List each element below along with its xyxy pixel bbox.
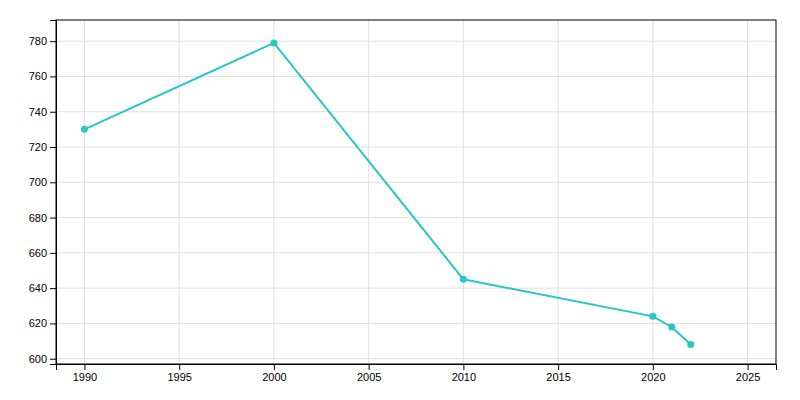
tick: 2020	[641, 364, 665, 383]
tick-mark	[50, 112, 56, 113]
tick: 2005	[357, 364, 381, 383]
tick: 780	[29, 35, 56, 47]
chart-svg: 1990 1995 2000 2005 2010 2015 2020 2025 600 620 64…	[0, 0, 800, 400]
tick-mark	[50, 323, 56, 324]
tick: 1990	[73, 364, 97, 383]
grid	[56, 20, 776, 364]
tick-mark	[50, 253, 56, 254]
tick-mark	[50, 147, 56, 148]
grid-line-x	[747, 20, 748, 364]
tick: 2010	[452, 364, 476, 383]
grid-line-x	[179, 20, 180, 364]
tick: 680	[29, 212, 56, 224]
grid-line-y	[56, 217, 776, 218]
tick: 600	[29, 353, 56, 365]
tick-label: 780	[29, 35, 47, 47]
tick-mark	[50, 182, 56, 183]
grid-line-y	[56, 288, 776, 289]
tick-mark	[50, 76, 56, 77]
grid-line-x	[652, 20, 653, 364]
point	[687, 341, 694, 348]
tick: 640	[29, 282, 56, 294]
tick-mark	[50, 359, 56, 360]
tick-label: 600	[29, 353, 47, 365]
tick-label: 720	[29, 141, 47, 153]
tick-mark	[50, 218, 56, 219]
tick-label: 680	[29, 212, 47, 224]
point	[81, 126, 88, 133]
marks	[81, 39, 694, 348]
grid-line-y	[56, 111, 776, 112]
tick-label: 1995	[167, 371, 191, 383]
tick: 2025	[736, 364, 760, 383]
plot-frame	[56, 20, 776, 364]
tick: 740	[29, 106, 56, 118]
point	[270, 39, 277, 46]
tick: 2000	[262, 364, 286, 383]
point	[460, 276, 467, 283]
grid-line-y	[56, 252, 776, 253]
tick: 660	[29, 247, 56, 259]
point	[668, 323, 675, 330]
chart-container: 1990 1995 2000 2005 2010 2015 2020 2025 600 620 64…	[0, 0, 800, 400]
tick-label: 760	[29, 70, 47, 82]
tick-mark	[84, 364, 85, 370]
tick-label: 2010	[452, 371, 476, 383]
grid-line-y	[56, 41, 776, 42]
tick-label: 620	[29, 317, 47, 329]
tick: 760	[29, 70, 56, 82]
tick-label: 2000	[262, 371, 286, 383]
tick-label: 2005	[357, 371, 381, 383]
tick: 720	[29, 141, 56, 153]
tick-mark	[463, 364, 464, 370]
grid-line-y	[56, 358, 776, 359]
tick-mark	[653, 364, 654, 370]
tick-label: 660	[29, 247, 47, 259]
tick-label: 740	[29, 106, 47, 118]
tick-mark	[50, 41, 56, 42]
line	[84, 43, 690, 345]
grid-line-y	[56, 147, 776, 148]
axis-line	[57, 365, 777, 371]
tick: 1995	[167, 364, 191, 383]
tick-label: 2020	[641, 371, 665, 383]
x-axis: 1990 1995 2000 2005 2010 2015 2020 2025	[57, 364, 777, 383]
grid-line-x	[463, 20, 464, 364]
grid-line-x	[368, 20, 369, 364]
plot-area: 1990 1995 2000 2005 2010 2015 2020 2025 600 620 64…	[29, 20, 777, 383]
y-axis: 600 620 640 660 680 700 720 740 760 780	[29, 21, 57, 365]
tick-mark	[748, 364, 749, 370]
tick-mark	[558, 364, 559, 370]
tick: 2015	[546, 364, 570, 383]
grid-line-x	[273, 20, 274, 364]
grid-line-y	[56, 76, 776, 77]
tick: 620	[29, 317, 56, 329]
tick-label: 2025	[736, 371, 760, 383]
tick-label: 640	[29, 282, 47, 294]
grid-line-x	[558, 20, 559, 364]
point	[649, 313, 656, 320]
grid-line-y	[56, 182, 776, 183]
tick-label: 2015	[546, 371, 570, 383]
tick-label: 1990	[73, 371, 97, 383]
tick-mark	[50, 288, 56, 289]
grid-line-x	[84, 20, 85, 364]
tick-mark	[369, 364, 370, 370]
tick-label: 700	[29, 176, 47, 188]
tick-mark	[274, 364, 275, 370]
tick-mark	[179, 364, 180, 370]
tick: 700	[29, 176, 56, 188]
